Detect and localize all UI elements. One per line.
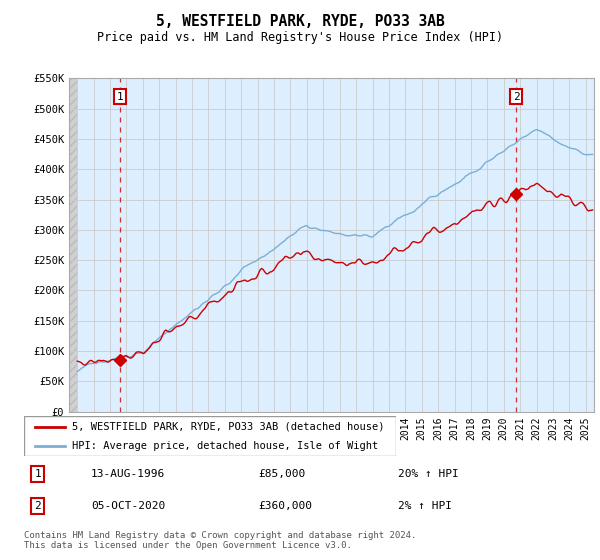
- Text: 5, WESTFIELD PARK, RYDE, PO33 3AB (detached house): 5, WESTFIELD PARK, RYDE, PO33 3AB (detac…: [73, 422, 385, 432]
- Text: 1: 1: [35, 469, 41, 479]
- Text: 13-AUG-1996: 13-AUG-1996: [91, 469, 165, 479]
- Text: 2: 2: [35, 501, 41, 511]
- Text: Price paid vs. HM Land Registry's House Price Index (HPI): Price paid vs. HM Land Registry's House …: [97, 31, 503, 44]
- Text: £85,000: £85,000: [259, 469, 305, 479]
- Bar: [69, 78, 77, 412]
- Text: 2: 2: [513, 92, 520, 101]
- Text: 1: 1: [117, 92, 124, 101]
- Text: 2% ↑ HPI: 2% ↑ HPI: [398, 501, 452, 511]
- FancyBboxPatch shape: [24, 416, 396, 456]
- Text: 20% ↑ HPI: 20% ↑ HPI: [398, 469, 458, 479]
- Text: HPI: Average price, detached house, Isle of Wight: HPI: Average price, detached house, Isle…: [73, 441, 379, 450]
- Text: 5, WESTFIELD PARK, RYDE, PO33 3AB: 5, WESTFIELD PARK, RYDE, PO33 3AB: [155, 14, 445, 29]
- Text: Contains HM Land Registry data © Crown copyright and database right 2024.
This d: Contains HM Land Registry data © Crown c…: [24, 530, 416, 550]
- Text: 05-OCT-2020: 05-OCT-2020: [91, 501, 165, 511]
- Text: £360,000: £360,000: [259, 501, 313, 511]
